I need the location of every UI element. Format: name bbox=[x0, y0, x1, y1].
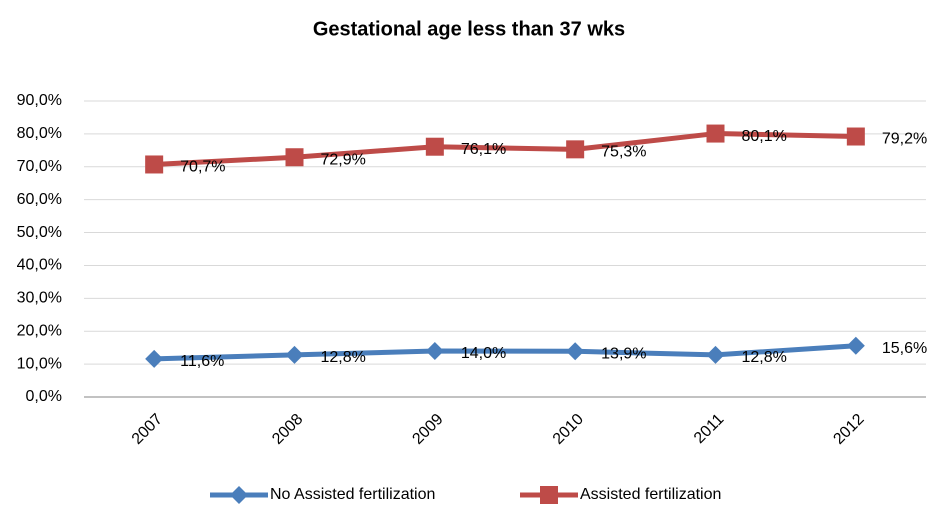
marker bbox=[145, 155, 164, 174]
x-tick-label: 2012 bbox=[830, 411, 867, 448]
data-label: 76,1% bbox=[461, 141, 506, 158]
y-tick-label: 90,0% bbox=[17, 92, 62, 109]
data-label: 13,9% bbox=[601, 346, 646, 363]
data-label: 14,0% bbox=[461, 345, 506, 362]
series-line bbox=[154, 131, 856, 167]
y-tick-label: 20,0% bbox=[17, 322, 62, 339]
y-tick-label: 0,0% bbox=[26, 388, 62, 405]
marker bbox=[566, 342, 585, 361]
chart-title: Gestational age less than 37 wks bbox=[313, 18, 625, 40]
data-label: 75,3% bbox=[601, 144, 646, 161]
data-label: 12,8% bbox=[321, 349, 366, 366]
data-label: 12,8% bbox=[742, 349, 787, 366]
marker bbox=[285, 345, 304, 364]
legend-label: No Assisted fertilization bbox=[270, 486, 435, 503]
data-label: 70,7% bbox=[180, 159, 225, 176]
marker bbox=[145, 349, 164, 368]
y-tick-label: 10,0% bbox=[17, 355, 62, 372]
y-tick-label: 50,0% bbox=[17, 224, 62, 241]
legend-marker bbox=[230, 486, 248, 504]
x-tick-label: 2008 bbox=[269, 411, 306, 448]
marker bbox=[425, 137, 444, 156]
y-tick-label: 60,0% bbox=[17, 191, 62, 208]
legend-marker bbox=[540, 486, 558, 504]
marker bbox=[285, 148, 304, 167]
x-tick-label: 2011 bbox=[691, 411, 727, 447]
x-tick-label: 2010 bbox=[550, 411, 587, 448]
data-label: 80,1% bbox=[742, 128, 787, 145]
data-label: 79,2% bbox=[882, 131, 927, 148]
marker bbox=[846, 336, 865, 355]
y-tick-label: 70,0% bbox=[17, 158, 62, 175]
y-tick-label: 30,0% bbox=[17, 290, 62, 307]
data-label: 72,9% bbox=[321, 151, 366, 168]
marker bbox=[566, 140, 585, 159]
marker bbox=[846, 127, 865, 146]
y-tick-label: 80,0% bbox=[17, 125, 62, 142]
data-label: 15,6% bbox=[882, 340, 927, 357]
marker bbox=[425, 341, 444, 360]
marker bbox=[706, 345, 725, 364]
y-tick-label: 40,0% bbox=[17, 257, 62, 274]
x-tick-label: 2009 bbox=[409, 411, 446, 448]
legend-label: Assisted fertilization bbox=[580, 486, 721, 503]
series-line bbox=[154, 343, 856, 362]
data-label: 11,6% bbox=[180, 353, 224, 370]
marker bbox=[706, 124, 725, 143]
x-tick-label: 2007 bbox=[129, 411, 166, 448]
